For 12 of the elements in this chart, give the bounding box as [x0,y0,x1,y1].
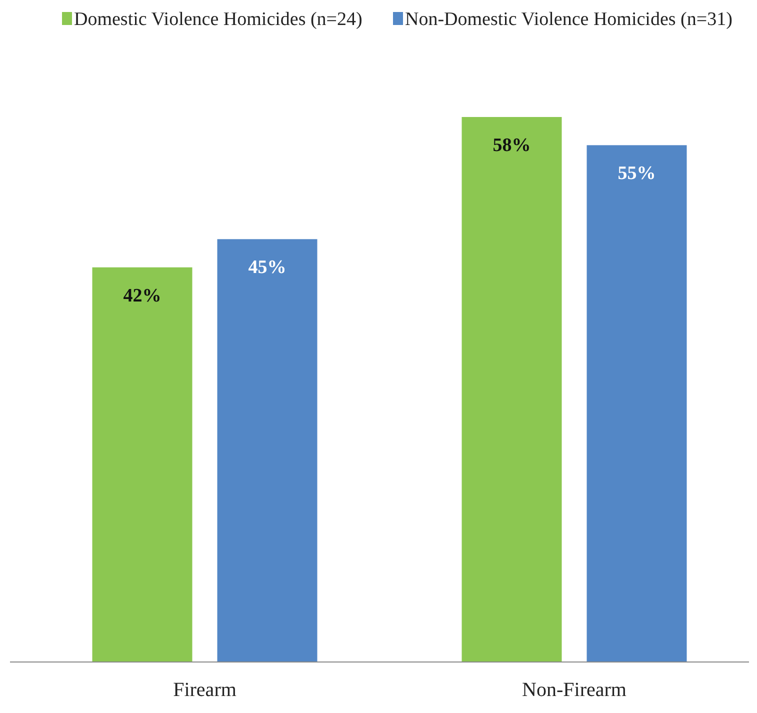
bar [462,117,562,662]
x-tick-label: Firearm [173,679,237,701]
data-label: 45% [248,257,286,278]
bar [217,239,318,662]
bar [586,145,687,662]
legend-label: Non-Domestic Violence Homicides (n=31) [405,9,732,30]
legend-label: Domestic Violence Homicides (n=24) [74,9,362,30]
bar [92,267,192,662]
data-label: 42% [123,285,162,306]
data-label: 58% [492,135,531,156]
x-tick-label: Non-Firearm [522,679,627,701]
data-label: 55% [618,163,656,184]
